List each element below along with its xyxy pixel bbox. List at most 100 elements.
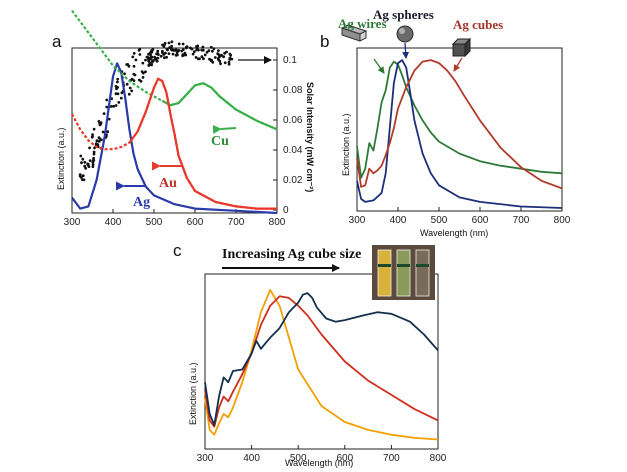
solar-point bbox=[223, 51, 227, 55]
solar-point bbox=[92, 127, 96, 131]
solar-point bbox=[138, 53, 142, 56]
solar-point bbox=[102, 112, 106, 115]
solar-point bbox=[90, 135, 94, 139]
c-xtick-label: 600 bbox=[336, 453, 353, 464]
b-xtick-label: 600 bbox=[472, 215, 489, 226]
a-xtick-label: 300 bbox=[64, 217, 81, 228]
solar-point bbox=[125, 82, 129, 86]
b-xtick-label: 400 bbox=[390, 215, 407, 226]
c-xtick-label: 300 bbox=[197, 453, 214, 464]
solar-point bbox=[192, 50, 196, 54]
vial-2 bbox=[396, 249, 411, 297]
panel-c-frame bbox=[204, 273, 439, 450]
panel-c: c 300 400 500 600 700 800 Extinction (a.u.) W… bbox=[173, 241, 447, 468]
panel-b-frame bbox=[356, 47, 563, 212]
solar-point bbox=[127, 92, 131, 96]
solar-point bbox=[200, 48, 204, 52]
solar-point bbox=[87, 165, 91, 169]
solar-point bbox=[151, 59, 155, 63]
ag-cube-icon bbox=[451, 37, 472, 58]
solar-point bbox=[147, 56, 151, 60]
solar-point bbox=[91, 133, 94, 137]
solar-point bbox=[219, 62, 222, 66]
solar-point bbox=[159, 54, 163, 58]
solar-point bbox=[217, 53, 221, 57]
a-y2tick-label: 0.04 bbox=[283, 145, 303, 156]
solar-point bbox=[88, 159, 92, 163]
solar-point bbox=[211, 49, 214, 53]
label-ag-spheres: Ag spheres bbox=[373, 7, 434, 22]
panel-a-y2label: Solar Intensity (mW cm⁻²) bbox=[305, 82, 315, 192]
solar-point bbox=[195, 45, 198, 48]
solar-point bbox=[107, 117, 111, 121]
solar-point bbox=[128, 86, 132, 90]
a-y2tick-label: 0.08 bbox=[283, 85, 303, 96]
solar-point bbox=[116, 92, 120, 96]
label-au: Au bbox=[159, 176, 177, 191]
solar-point bbox=[156, 52, 160, 56]
solar-point bbox=[83, 164, 87, 168]
panel-a-letter: a bbox=[52, 32, 62, 51]
solar-point bbox=[140, 70, 144, 73]
b-series-ag-spheres bbox=[356, 59, 563, 209]
solar-point bbox=[205, 50, 209, 54]
solar-point bbox=[154, 56, 157, 60]
solar-point bbox=[88, 146, 91, 150]
solar-point bbox=[227, 60, 231, 64]
solar-point bbox=[162, 53, 166, 56]
solar-point bbox=[177, 49, 181, 52]
a-series-cu-solid bbox=[161, 82, 278, 131]
a-xtick-label: 700 bbox=[228, 217, 245, 228]
c-xtick-label: 400 bbox=[243, 453, 260, 464]
solar-point bbox=[181, 42, 185, 46]
solar-point bbox=[112, 104, 116, 108]
label-cu: Cu bbox=[211, 134, 229, 149]
solar-point bbox=[145, 55, 149, 59]
solar-point bbox=[217, 58, 221, 62]
solar-point bbox=[228, 56, 232, 60]
c-title: Increasing Ag cube size bbox=[222, 247, 361, 262]
b-series-ag-cubes bbox=[356, 59, 563, 190]
a-y2tick-label: 0 bbox=[283, 205, 289, 216]
solar-point bbox=[177, 42, 181, 46]
solar-point bbox=[131, 55, 135, 59]
a-xtick-label: 400 bbox=[105, 217, 122, 228]
solar-point bbox=[84, 166, 88, 170]
solar-point bbox=[194, 56, 198, 59]
solar-point bbox=[163, 41, 167, 45]
solar-point bbox=[78, 174, 82, 178]
solar-point bbox=[147, 63, 151, 67]
solar-point bbox=[209, 59, 213, 63]
solar-point bbox=[156, 56, 160, 60]
solar-point bbox=[202, 57, 205, 61]
a-xtick-label: 500 bbox=[146, 217, 163, 228]
solar-point bbox=[116, 80, 119, 84]
panel-a: a 300 400 500 600 700 800 0 0.02 0.04 0.06 0.08 0.… bbox=[52, 9, 315, 228]
solar-point bbox=[101, 130, 105, 134]
solar-point bbox=[91, 160, 95, 164]
solar-point bbox=[97, 120, 101, 123]
solar-point bbox=[83, 160, 87, 164]
c-xtick-label: 800 bbox=[430, 453, 447, 464]
panel-b-ylabel: Extinction (a.u.) bbox=[341, 113, 351, 176]
solar-point bbox=[200, 55, 204, 59]
solar-point bbox=[198, 57, 201, 61]
solar-point bbox=[165, 55, 169, 59]
solar-point bbox=[220, 53, 223, 57]
solar-point bbox=[201, 45, 205, 49]
vials-photo bbox=[372, 245, 435, 300]
solar-point bbox=[150, 50, 154, 54]
b-xtick-label: 800 bbox=[554, 215, 571, 226]
solar-point bbox=[155, 59, 159, 63]
solar-point bbox=[132, 52, 136, 55]
solar-point bbox=[167, 52, 171, 55]
ag-wire-icon bbox=[340, 24, 368, 42]
solar-point bbox=[119, 96, 123, 100]
solar-point bbox=[184, 53, 188, 57]
solar-point bbox=[209, 45, 213, 49]
solar-point bbox=[94, 142, 98, 146]
solar-point bbox=[137, 48, 141, 52]
solar-point bbox=[79, 154, 83, 158]
solar-point bbox=[168, 46, 171, 50]
solar-point bbox=[141, 76, 145, 79]
